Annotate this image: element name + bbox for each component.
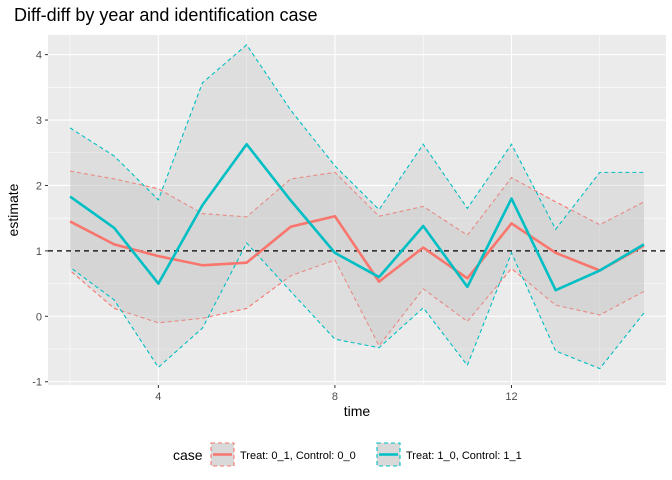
y-axis-title: estimate	[5, 183, 21, 236]
ribbon-series-2	[70, 44, 644, 369]
ribbon-series-1	[70, 171, 644, 346]
y-tick-label: 4	[36, 50, 42, 62]
legend-item-2: Treat: 1_0, Control: 1_1	[376, 442, 522, 467]
y-axis-ticks: -1 0 1 2 3 4	[32, 50, 48, 389]
plot-panel	[48, 35, 666, 385]
y-tick-label: 1	[36, 246, 42, 258]
legend: case Treat: 0_1, Control: 0_0 Treat: 1_0,…	[173, 442, 522, 467]
series-line-2	[69, 142, 645, 292]
legend-item-1: Treat: 0_1, Control: 0_0	[210, 442, 356, 467]
confidence-ribbons	[69, 43, 645, 370]
lower-bound-series-2	[69, 242, 645, 370]
x-tick-label: 4	[155, 391, 161, 403]
legend-label-1: Treat: 0_1, Control: 0_0	[240, 450, 356, 462]
y-tick-label: 3	[36, 115, 42, 127]
series-line-1	[69, 214, 645, 283]
upper-bound-series-2	[69, 43, 644, 231]
y-tick-label: 2	[36, 180, 42, 192]
x-axis-ticks: 4 8 12	[155, 385, 518, 403]
upper-bound-series-1	[69, 170, 645, 236]
x-axis-title: time	[344, 403, 371, 419]
legend-label-2: Treat: 1_0, Control: 1_1	[406, 450, 522, 462]
x-tick-label: 12	[505, 391, 517, 403]
series-lines	[69, 142, 645, 292]
chart-title: Diff-diff by year and identification cas…	[14, 5, 318, 25]
legend-title: case	[173, 447, 203, 463]
y-tick-label: 0	[36, 311, 42, 323]
grid-lines	[48, 35, 666, 385]
y-tick-label: -1	[32, 377, 42, 389]
x-tick-label: 8	[332, 391, 338, 403]
